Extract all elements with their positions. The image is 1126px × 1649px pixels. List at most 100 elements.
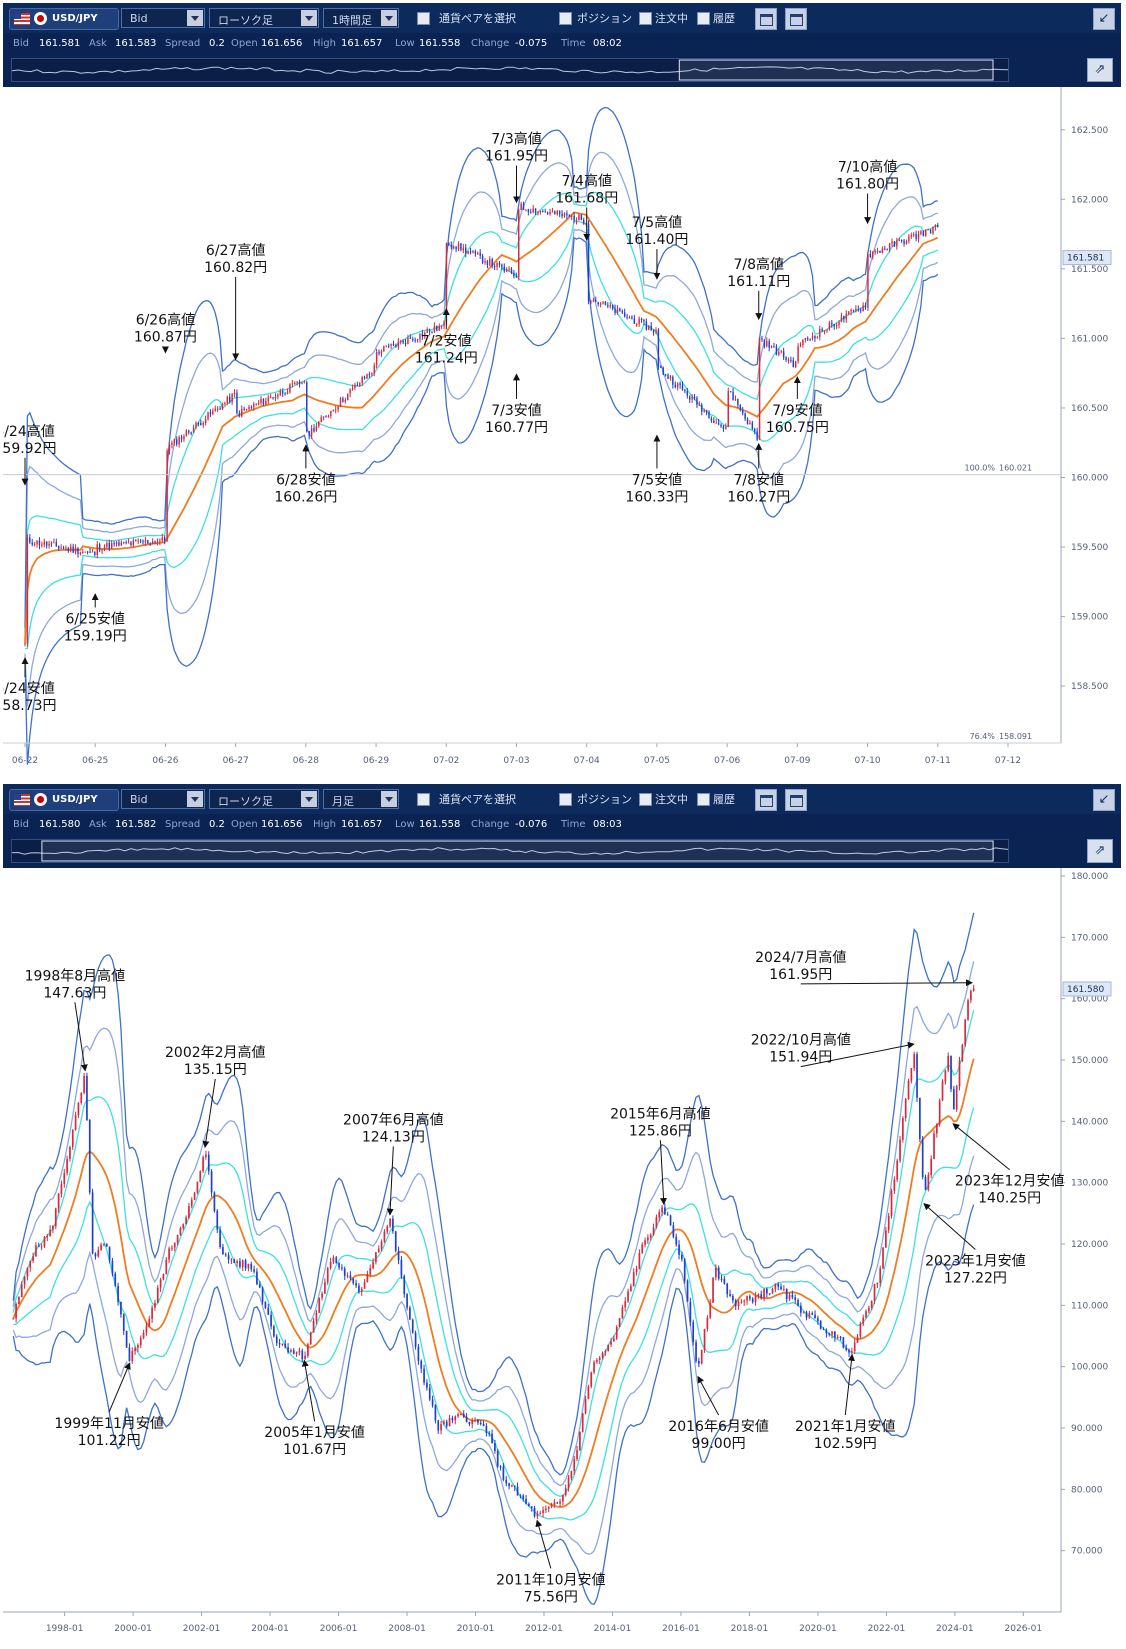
select-pair-checkbox[interactable] — [417, 12, 430, 25]
price-type-value: Bid — [130, 12, 148, 25]
candle-body — [94, 1253, 97, 1257]
history-checkbox[interactable] — [697, 12, 710, 25]
ask-value: 161.582 — [115, 819, 157, 830]
select-pair-checkbox[interactable] — [417, 793, 430, 806]
range-navigator[interactable] — [11, 58, 1009, 82]
chart-tool-button[interactable] — [755, 8, 777, 30]
annotation-title: 6/24安値 — [3, 681, 55, 697]
chart-type-select[interactable]: ローソク足 — [209, 8, 319, 28]
annotation-price: 101.22円 — [78, 1433, 141, 1449]
candle-body — [722, 426, 725, 429]
candle-body — [60, 1184, 63, 1195]
candle-body — [879, 1268, 882, 1284]
hourly-chart-area[interactable]: 158.500 159.000 159.500 160.000 160.500 161.0… — [0, 87, 1121, 783]
price-type-select[interactable]: Bid — [121, 789, 205, 809]
position-checkbox[interactable] — [559, 793, 572, 806]
candle-body — [533, 1507, 536, 1517]
candle-body — [872, 252, 874, 258]
candle-body — [632, 1272, 635, 1287]
candle-body — [751, 1298, 754, 1303]
chart-tool-button[interactable] — [755, 789, 777, 811]
candle-body — [554, 211, 556, 215]
candle-body — [938, 1100, 941, 1125]
collapse-arrow-icon[interactable]: ↙ — [1093, 8, 1115, 30]
candle-body — [888, 243, 891, 250]
candle-body — [352, 1278, 355, 1284]
annotation-title: 6/27高値 — [206, 242, 265, 259]
candle-body — [666, 1214, 669, 1216]
chart-list-button[interactable] — [785, 789, 807, 811]
x-tick-label: 1998-01 — [46, 1624, 84, 1634]
candle-body — [609, 304, 611, 307]
annotation-price: 160.87円 — [134, 329, 197, 345]
candle-body — [862, 305, 864, 312]
candle-body — [149, 543, 151, 545]
candle-body — [414, 1332, 417, 1347]
candle-body — [72, 546, 74, 553]
candle-body — [607, 1344, 610, 1352]
candle-body — [77, 1102, 80, 1116]
candle-body — [700, 1349, 703, 1364]
candle-body — [669, 1215, 672, 1226]
candle-body — [508, 1483, 510, 1487]
candle-body — [286, 392, 289, 394]
candle-body — [900, 240, 903, 242]
position-checkbox[interactable] — [559, 12, 572, 25]
candle-body — [590, 301, 592, 303]
candle-body — [932, 227, 934, 234]
candle-body — [484, 261, 486, 263]
range-navigator[interactable] — [11, 839, 1009, 863]
expand-arrows-icon[interactable]: ⇗ — [1087, 839, 1113, 863]
candle-body — [570, 1471, 573, 1478]
monthly-candlestick-svg[interactable]: 70.000 80.000 90.000 100.000 110.000 120.000 1… — [3, 868, 1121, 1645]
candle-body — [424, 332, 426, 337]
candle-body — [91, 551, 94, 553]
chart-type-select[interactable]: ローソク足 — [209, 789, 319, 809]
order-checkbox[interactable] — [639, 793, 652, 806]
timeframe-select[interactable]: 月足 — [323, 789, 399, 809]
currency-pair-badge[interactable]: USD/JPY — [9, 8, 119, 30]
candle-body — [650, 325, 652, 331]
hourly-candlestick-svg[interactable]: 158.500 159.000 159.500 160.000 160.500 161.0… — [0, 87, 1121, 783]
candle-body — [125, 541, 127, 544]
candle-body — [539, 210, 542, 212]
timeframe-select[interactable]: 1時間足 — [323, 8, 399, 28]
candle-body — [768, 341, 770, 348]
candle-body — [48, 543, 50, 546]
candle-body — [808, 1313, 811, 1318]
candle-body — [101, 549, 103, 551]
candle-body — [166, 450, 168, 541]
candle-body — [856, 1336, 859, 1343]
candle-body — [930, 1158, 933, 1176]
annotation-price: 161.11円 — [727, 274, 790, 290]
candle-body — [768, 1293, 771, 1295]
candle-body — [503, 266, 505, 272]
candle-body — [244, 1260, 247, 1269]
price-type-select[interactable]: Bid — [121, 8, 205, 28]
annotation-arrow — [386, 1146, 394, 1216]
spread-value: 0.2 — [209, 819, 225, 830]
currency-pair-badge[interactable]: USD/JPY — [9, 789, 119, 811]
collapse-arrow-icon[interactable]: ↙ — [1093, 789, 1115, 811]
candle-body — [567, 1477, 570, 1489]
expand-arrows-icon[interactable]: ⇗ — [1087, 58, 1113, 82]
history-checkbox[interactable] — [697, 793, 710, 806]
candle-body — [421, 333, 424, 337]
chart-list-button[interactable] — [785, 8, 807, 30]
monthly-chart-area[interactable]: 70.000 80.000 90.000 100.000 110.000 120.000 1… — [3, 868, 1121, 1645]
candle-body — [219, 1229, 221, 1247]
candle-body — [958, 1061, 961, 1087]
candle-body — [315, 1312, 318, 1321]
annotation-title: 7/8高値 — [733, 256, 784, 273]
order-checkbox[interactable] — [639, 12, 652, 25]
candle-body — [403, 1275, 406, 1295]
x-tick-label: 06-22 — [12, 756, 38, 766]
order-label: 注文中 — [655, 12, 688, 25]
candle-body — [862, 1317, 865, 1324]
candle-body — [583, 219, 585, 224]
candle-body — [773, 346, 775, 348]
candle-body — [35, 1245, 37, 1257]
